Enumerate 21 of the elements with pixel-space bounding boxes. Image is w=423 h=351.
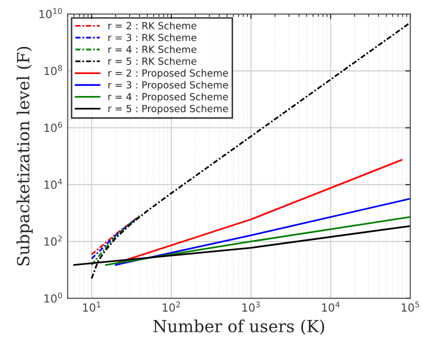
y-axis-title: Subpacketization level (F) bbox=[16, 46, 33, 266]
x-tick-label: 10$^{2}$ bbox=[162, 302, 180, 312]
legend-label: r = 4 : Proposed Scheme bbox=[108, 92, 228, 102]
legend-label: r = 5 : RK Scheme bbox=[108, 57, 196, 65]
y-tick-label: 10$^{2}$ bbox=[44, 236, 62, 246]
y-tick-label: 10$^{10}$ bbox=[39, 8, 62, 18]
y-tick-label: 10$^{6}$ bbox=[44, 122, 62, 132]
y-tick-label: 10$^{4}$ bbox=[44, 178, 62, 189]
legend-label: r = 3 : RK Scheme bbox=[108, 34, 196, 42]
x-tick-label: 10$^{1}$ bbox=[83, 302, 100, 312]
y-tick-label: 10$^{8}$ bbox=[44, 65, 62, 76]
x-tick-label: 10$^{5}$ bbox=[402, 302, 420, 312]
legend-label: r = 2 : RK Scheme bbox=[108, 22, 196, 30]
legend-label: r = 3 : Proposed Scheme bbox=[108, 81, 228, 90]
legend-label: r = 4 : RK Scheme bbox=[108, 45, 196, 54]
y-tick-label: 10$^{0}$ bbox=[44, 292, 62, 303]
x-tick-label: 10$^{4}$ bbox=[322, 302, 340, 312]
x-tick-label: 10$^{3}$ bbox=[242, 302, 260, 312]
legend-label: r = 2 : Proposed Scheme bbox=[108, 69, 228, 79]
legend-label: r = 5 : Proposed Scheme bbox=[108, 104, 228, 114]
x-axis-title: Number of users (K) bbox=[153, 320, 324, 335]
